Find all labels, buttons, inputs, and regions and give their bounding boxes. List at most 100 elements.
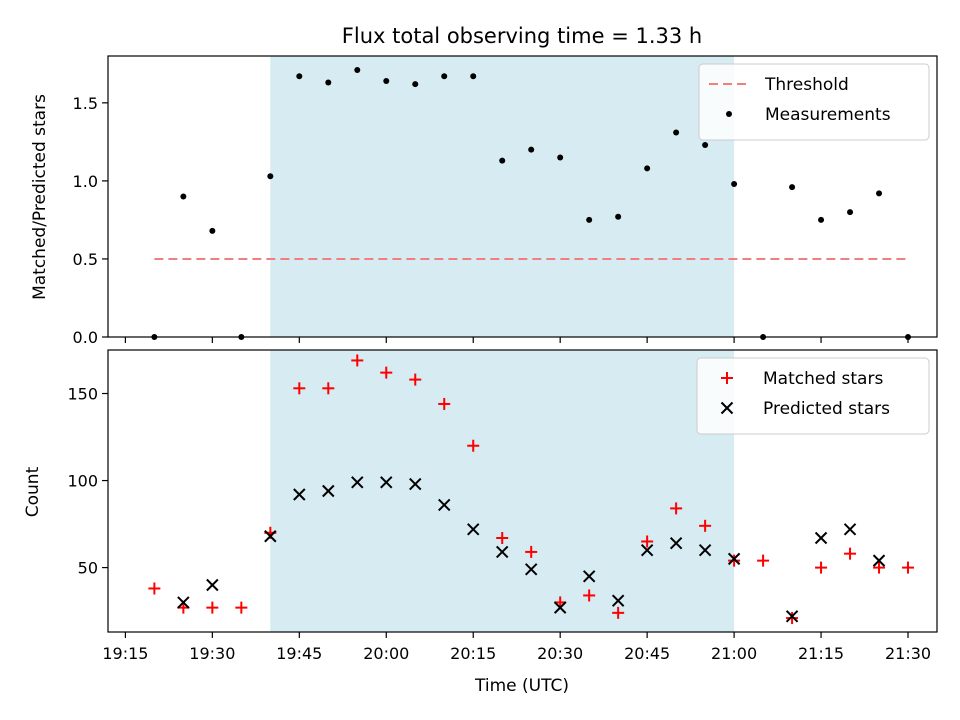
measurement-point: [615, 213, 622, 220]
x-tick-label: 20:30: [537, 644, 583, 663]
measurement-point: [470, 73, 477, 80]
measurement-point: [818, 216, 825, 223]
measurement-point: [412, 81, 419, 88]
legend-measurement-swatch: [726, 111, 732, 117]
predicted-stars-point: [611, 594, 625, 607]
measurement-point: [557, 154, 564, 161]
y-tick-label: 1.0: [73, 172, 98, 191]
predicted-stars-point: [814, 531, 828, 545]
legend-label: Matched stars: [763, 369, 883, 389]
marker-stroke: [553, 601, 567, 614]
measurement-point: [673, 129, 680, 136]
x-tick-label: 19:45: [276, 644, 322, 663]
measurement-point: [876, 190, 883, 197]
predicted-stars-point: [872, 554, 886, 567]
measurement-point: [383, 77, 390, 84]
matched-stars-point: [438, 397, 451, 410]
predicted-stars-point: [727, 552, 741, 566]
predicted-stars-point: [553, 601, 567, 614]
marker-stroke: [843, 523, 857, 536]
predicted-stars-point: [177, 596, 190, 609]
shaded-region: [270, 350, 735, 632]
marker-stroke: [698, 543, 712, 557]
bottom-panel: 50 100 150 19:15 19:30 19:45 20:00 20:15 20:30 20…: [67, 349, 938, 663]
matched-stars-point: [699, 519, 712, 532]
measurement-point: [354, 67, 361, 74]
x-tick-label: 21:00: [711, 644, 757, 663]
marker-stroke: [582, 570, 596, 583]
predicted-stars-point: [438, 498, 451, 512]
marker-stroke: [293, 488, 306, 501]
shaded-region: [270, 56, 735, 337]
matched-stars-point: [467, 439, 480, 452]
marker-stroke: [264, 530, 277, 543]
marker-stroke: [524, 563, 538, 576]
legend: Matched stars Predicted stars: [696, 357, 930, 435]
top-y-axis-label: Matched/Predicted stars: [30, 94, 50, 300]
matched-stars-point: [844, 547, 857, 560]
matched-stars-point: [583, 589, 596, 602]
measurement-point: [296, 73, 303, 80]
matched-stars-point: [815, 561, 828, 574]
predicted-stars-point: [698, 543, 712, 557]
predicted-stars-point: [380, 476, 393, 489]
matched-stars-point: [902, 561, 915, 574]
legend: Threshold Measurements: [698, 63, 930, 141]
matched-stars-point: [873, 561, 886, 574]
predicted-stars-point: [206, 578, 219, 592]
x-tick-label: 20:00: [363, 644, 409, 663]
measurement-point: [789, 184, 796, 191]
predicted-stars-point: [351, 476, 364, 489]
x-tick-label: 19:30: [189, 644, 235, 663]
predicted-stars-point: [293, 488, 306, 501]
measurement-point: [586, 216, 593, 223]
axes-frame: [107, 55, 938, 338]
y-tick-label: 100: [67, 472, 98, 491]
marker-stroke: [351, 476, 364, 489]
marker-stroke: [785, 610, 799, 623]
legend-label: Threshold: [764, 75, 849, 95]
matched-stars-point: [148, 582, 161, 595]
matched-stars-point: [670, 502, 683, 515]
matched-stars-point: [612, 606, 625, 619]
marker-stroke: [872, 554, 886, 567]
marker-stroke: [206, 578, 219, 592]
predicted-stars-point: [496, 545, 509, 559]
measurement-point: [528, 146, 535, 153]
y-tick-label: 50: [78, 559, 98, 578]
y-tick-label: 150: [67, 385, 98, 404]
predicted-stars-point: [322, 484, 335, 498]
matched-stars-point: [235, 601, 248, 614]
x-axis-label: Time (UTC): [474, 676, 569, 696]
measurement-point: [499, 157, 506, 164]
measurement-point: [209, 227, 216, 234]
matched-stars-point: [409, 373, 422, 386]
x-tick-label: 21:15: [798, 644, 844, 663]
legend-box: [698, 63, 930, 141]
matched-stars-point: [351, 354, 364, 367]
y-tick-label: 0.0: [73, 328, 98, 347]
y-tick-label: 0.5: [73, 250, 98, 269]
legend-label: Predicted stars: [763, 399, 890, 419]
measurement-point: [644, 165, 651, 172]
marker-stroke: [438, 498, 451, 512]
predicted-stars-point: [467, 523, 480, 536]
matched-stars-point: [525, 545, 538, 558]
marker-stroke: [611, 594, 625, 607]
predicted-stars-point: [524, 563, 538, 576]
legend-label: Measurements: [765, 105, 891, 125]
y-tick-label: 1.5: [73, 94, 98, 113]
legend-predicted-swatch: [720, 401, 734, 415]
marker-stroke: [640, 543, 654, 557]
marker-stroke: [814, 531, 828, 545]
predicted-stars-point: [582, 570, 596, 583]
measurement-point: [180, 193, 187, 200]
matched-stars-point: [380, 366, 393, 379]
legend-box: [696, 357, 930, 435]
predicted-stars-point: [843, 523, 857, 536]
matched-stars-point: [206, 601, 219, 614]
marker-stroke: [322, 484, 335, 498]
predicted-stars-point: [409, 477, 422, 491]
x-tick-label: 21:30: [885, 644, 931, 663]
